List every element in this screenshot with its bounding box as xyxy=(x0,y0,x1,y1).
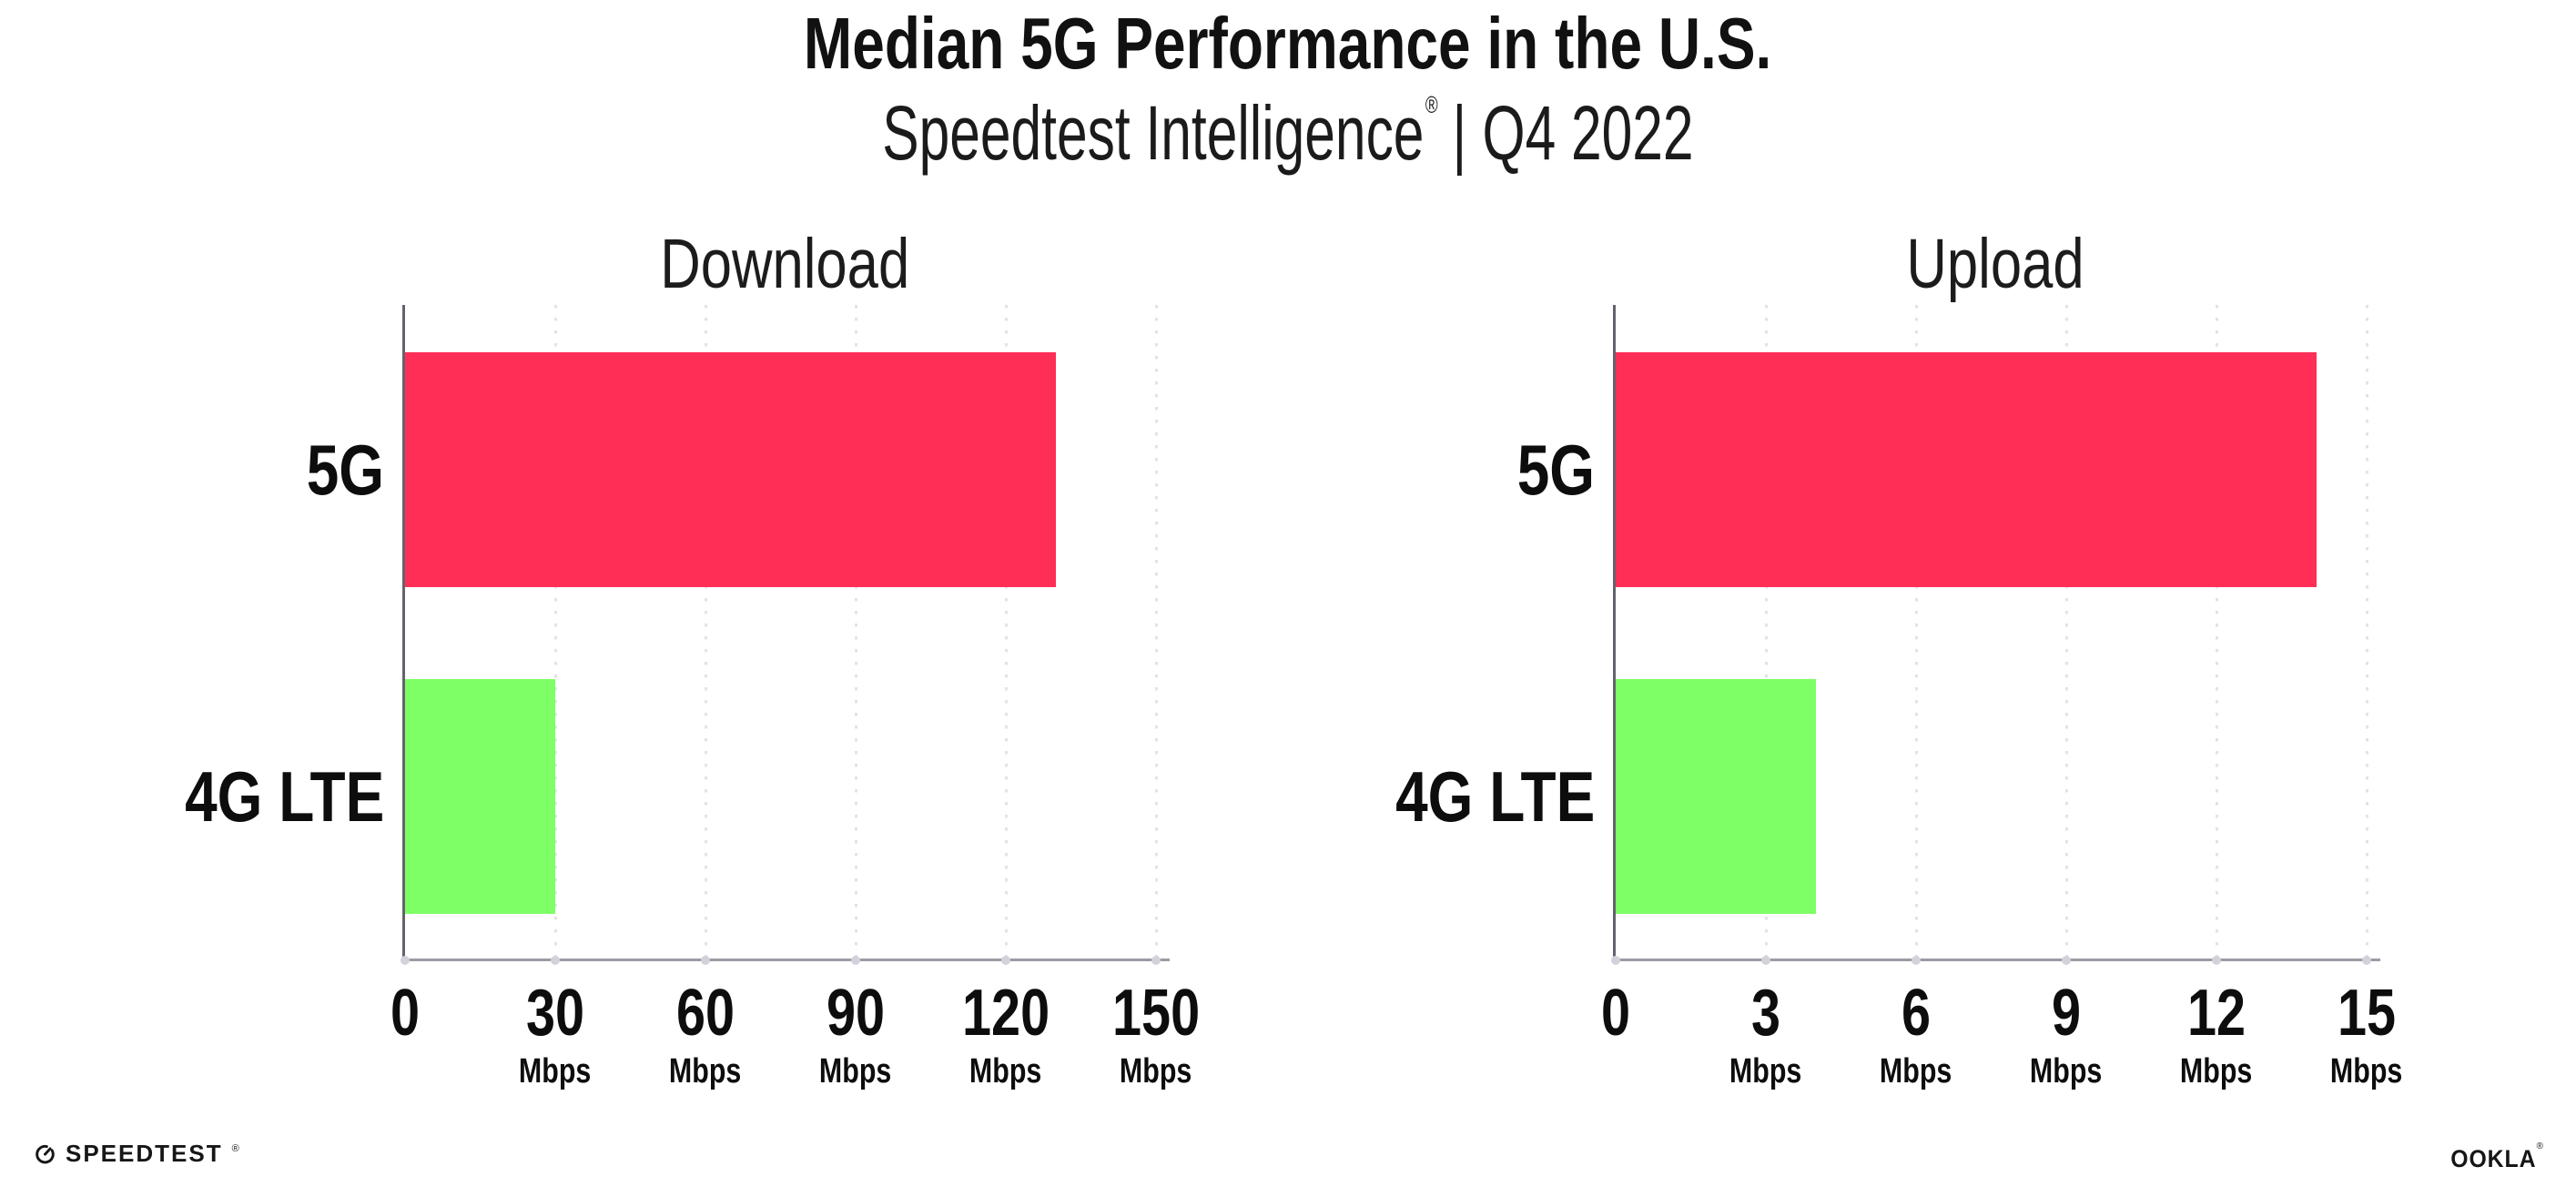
axis-tick-dot xyxy=(1912,956,1921,965)
x-tick-unit: Mbps xyxy=(2180,1052,2253,1090)
upload-chart: Upload 0 3 Mbps 6 Mbps 9 Mbps 12 Mbps 15 Mbps 5G 4G… xyxy=(1347,218,2403,1138)
x-tick-value: 9 xyxy=(2051,977,2082,1050)
gridline xyxy=(854,305,857,959)
x-tick-6: 6 Mbps xyxy=(1816,980,2016,1089)
subtitle-brand: Speedtest Intelligence xyxy=(882,90,1425,176)
gridline xyxy=(2365,305,2368,959)
category-label-5g: 5G xyxy=(1516,429,1595,510)
axis-tick-dot xyxy=(401,956,410,965)
category-label-4g-lte: 4G LTE xyxy=(184,756,384,837)
x-tick-unit: Mbps xyxy=(2030,1052,2103,1090)
bar-4g-lte xyxy=(405,679,555,914)
bar-4g-lte xyxy=(1616,679,1816,914)
x-tick-15: 15 Mbps xyxy=(2267,980,2467,1089)
subtitle-divider: | xyxy=(1452,90,1467,176)
axis-tick-dot xyxy=(2062,956,2071,965)
gridline xyxy=(2064,305,2068,959)
x-tick-0: 0 xyxy=(1516,980,1716,1046)
chart-title-download: Download xyxy=(660,225,909,303)
gridline xyxy=(1764,305,1768,959)
x-tick-unit: Mbps xyxy=(819,1052,892,1090)
axis-tick-dot xyxy=(1761,956,1770,965)
speedtest-gauge-icon xyxy=(35,1144,55,1164)
x-tick-value: 60 xyxy=(675,977,735,1050)
x-tick-value: 3 xyxy=(1750,977,1781,1050)
x-tick-9: 9 Mbps xyxy=(1966,980,2166,1089)
ookla-logo-text: OOKLA xyxy=(2450,1145,2537,1172)
x-tick-3: 3 Mbps xyxy=(1666,980,1866,1089)
x-tick-unit: Mbps xyxy=(519,1052,592,1090)
axis-tick-dot xyxy=(2362,956,2371,965)
x-tick-unit: Mbps xyxy=(2330,1052,2403,1090)
x-tick-value: 0 xyxy=(1600,977,1631,1050)
axis-tick-dot xyxy=(701,956,710,965)
category-label-4g-lte: 4G LTE xyxy=(1394,756,1595,837)
x-tick-unit: Mbps xyxy=(969,1052,1042,1090)
axis-tick-dot xyxy=(851,956,860,965)
x-tick-unit: Mbps xyxy=(1729,1052,1802,1090)
speedtest-logo-text: SPEEDTEST xyxy=(66,1140,223,1167)
x-tick-60: 60 Mbps xyxy=(605,980,806,1089)
x-tick-12: 12 Mbps xyxy=(2116,980,2317,1089)
page-subtitle: Speedtest Intelligence® | Q4 2022 xyxy=(0,89,2576,178)
x-tick-30: 30 Mbps xyxy=(455,980,655,1089)
x-tick-value: 90 xyxy=(826,977,886,1050)
axis-tick-dot xyxy=(1151,956,1161,965)
x-tick-unit: Mbps xyxy=(1120,1052,1192,1090)
axis-tick-dot xyxy=(551,956,560,965)
category-label-5g: 5G xyxy=(306,429,384,510)
axis-tick-dot xyxy=(1611,956,1620,965)
x-tick-value: 30 xyxy=(525,977,585,1050)
bar-5g xyxy=(405,352,1056,587)
gridline xyxy=(1004,305,1008,959)
ookla-registered-icon: ® xyxy=(2536,1141,2543,1151)
x-tick-150: 150 Mbps xyxy=(1056,980,1256,1089)
axis-tick-dot xyxy=(1001,956,1010,965)
chart-title-upload: Upload xyxy=(1906,225,2084,303)
x-tick-unit: Mbps xyxy=(1880,1052,1952,1090)
x-tick-unit: Mbps xyxy=(669,1052,742,1090)
registered-trademark-icon: ® xyxy=(1425,91,1438,118)
x-tick-90: 90 Mbps xyxy=(756,980,956,1089)
x-tick-120: 120 Mbps xyxy=(906,980,1106,1089)
x-tick-value: 12 xyxy=(2186,977,2246,1050)
ookla-logo: OOKLA® xyxy=(2443,1141,2543,1173)
gridline xyxy=(1914,305,1918,959)
x-tick-0: 0 xyxy=(305,980,505,1046)
bar-5g xyxy=(1616,352,2317,587)
x-tick-value: 0 xyxy=(390,977,421,1050)
x-tick-value: 6 xyxy=(1901,977,1932,1050)
gridline xyxy=(2215,305,2218,959)
subtitle-period: Q4 2022 xyxy=(1482,90,1694,176)
x-tick-value: 120 xyxy=(961,977,1050,1050)
gridline xyxy=(1154,305,1158,959)
speedtest-registered-icon: ® xyxy=(231,1142,239,1154)
download-plot-area: 0 30 Mbps 60 Mbps 90 Mbps 120 Mbps 150 Mbps xyxy=(390,305,1200,1089)
x-tick-value: 150 xyxy=(1111,977,1201,1050)
upload-plot-area: 0 3 Mbps 6 Mbps 9 Mbps 12 Mbps 15 Mbps xyxy=(1601,305,2403,1089)
gridline xyxy=(553,305,557,959)
download-chart: Download 0 30 Mbps 60 Mbps 90 Mbps 120 Mbps 150 Mb… xyxy=(137,218,1200,1138)
speedtest-logo: SPEEDTEST ® xyxy=(33,1140,239,1168)
gridline xyxy=(704,305,707,959)
page-title: Median 5G Performance in the U.S. xyxy=(804,3,1772,84)
x-tick-value: 15 xyxy=(2337,977,2397,1050)
axis-tick-dot xyxy=(2212,956,2221,965)
